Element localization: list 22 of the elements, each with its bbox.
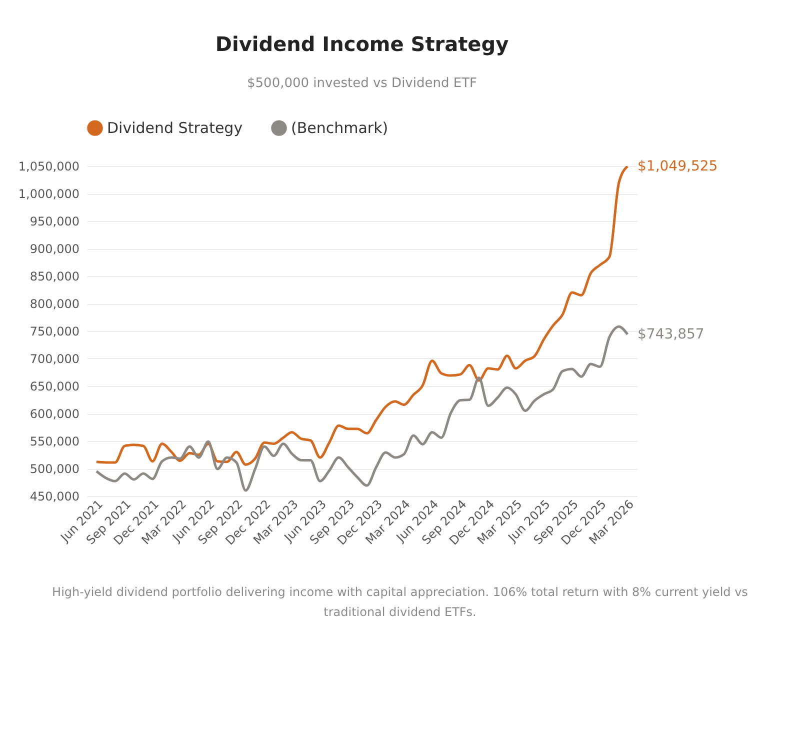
y-tick-label: 600,000 <box>30 407 80 421</box>
annotation: $743,857 <box>638 326 704 342</box>
y-tick-label: 450,000 <box>30 490 80 504</box>
line-series <box>95 325 629 492</box>
y-tick-label: 950,000 <box>30 214 80 228</box>
y-tick-label: 900,000 <box>30 242 80 256</box>
y-tick-label: 650,000 <box>30 380 80 394</box>
chart-title: Dividend Income Strategy <box>215 32 509 56</box>
y-tick-label: 850,000 <box>30 270 80 284</box>
line-series <box>95 166 629 466</box>
y-tick-label: 700,000 <box>30 352 80 366</box>
y-tick-label: 750,000 <box>30 324 80 338</box>
y-tick-label: 550,000 <box>30 434 80 448</box>
legend-label: (Benchmark) <box>291 119 388 138</box>
text: High-yield dividend portfolio delivering income with capital appreciation. 106% total return with 8% current yield vs traditional dividend ETFs. <box>51 584 749 621</box>
y-tick-label: 800,000 <box>30 297 80 311</box>
y-tick-label: 500,000 <box>30 462 80 476</box>
annotation: $1,049,525 <box>638 158 718 174</box>
chart-subtitle: $500,000 invested vs Dividend ETF <box>247 76 477 91</box>
y-tick-label: 1,050,000 <box>18 160 80 174</box>
legend-label: Dividend Strategy <box>107 119 243 138</box>
y-tick-label: 1,000,000 <box>18 187 80 201</box>
